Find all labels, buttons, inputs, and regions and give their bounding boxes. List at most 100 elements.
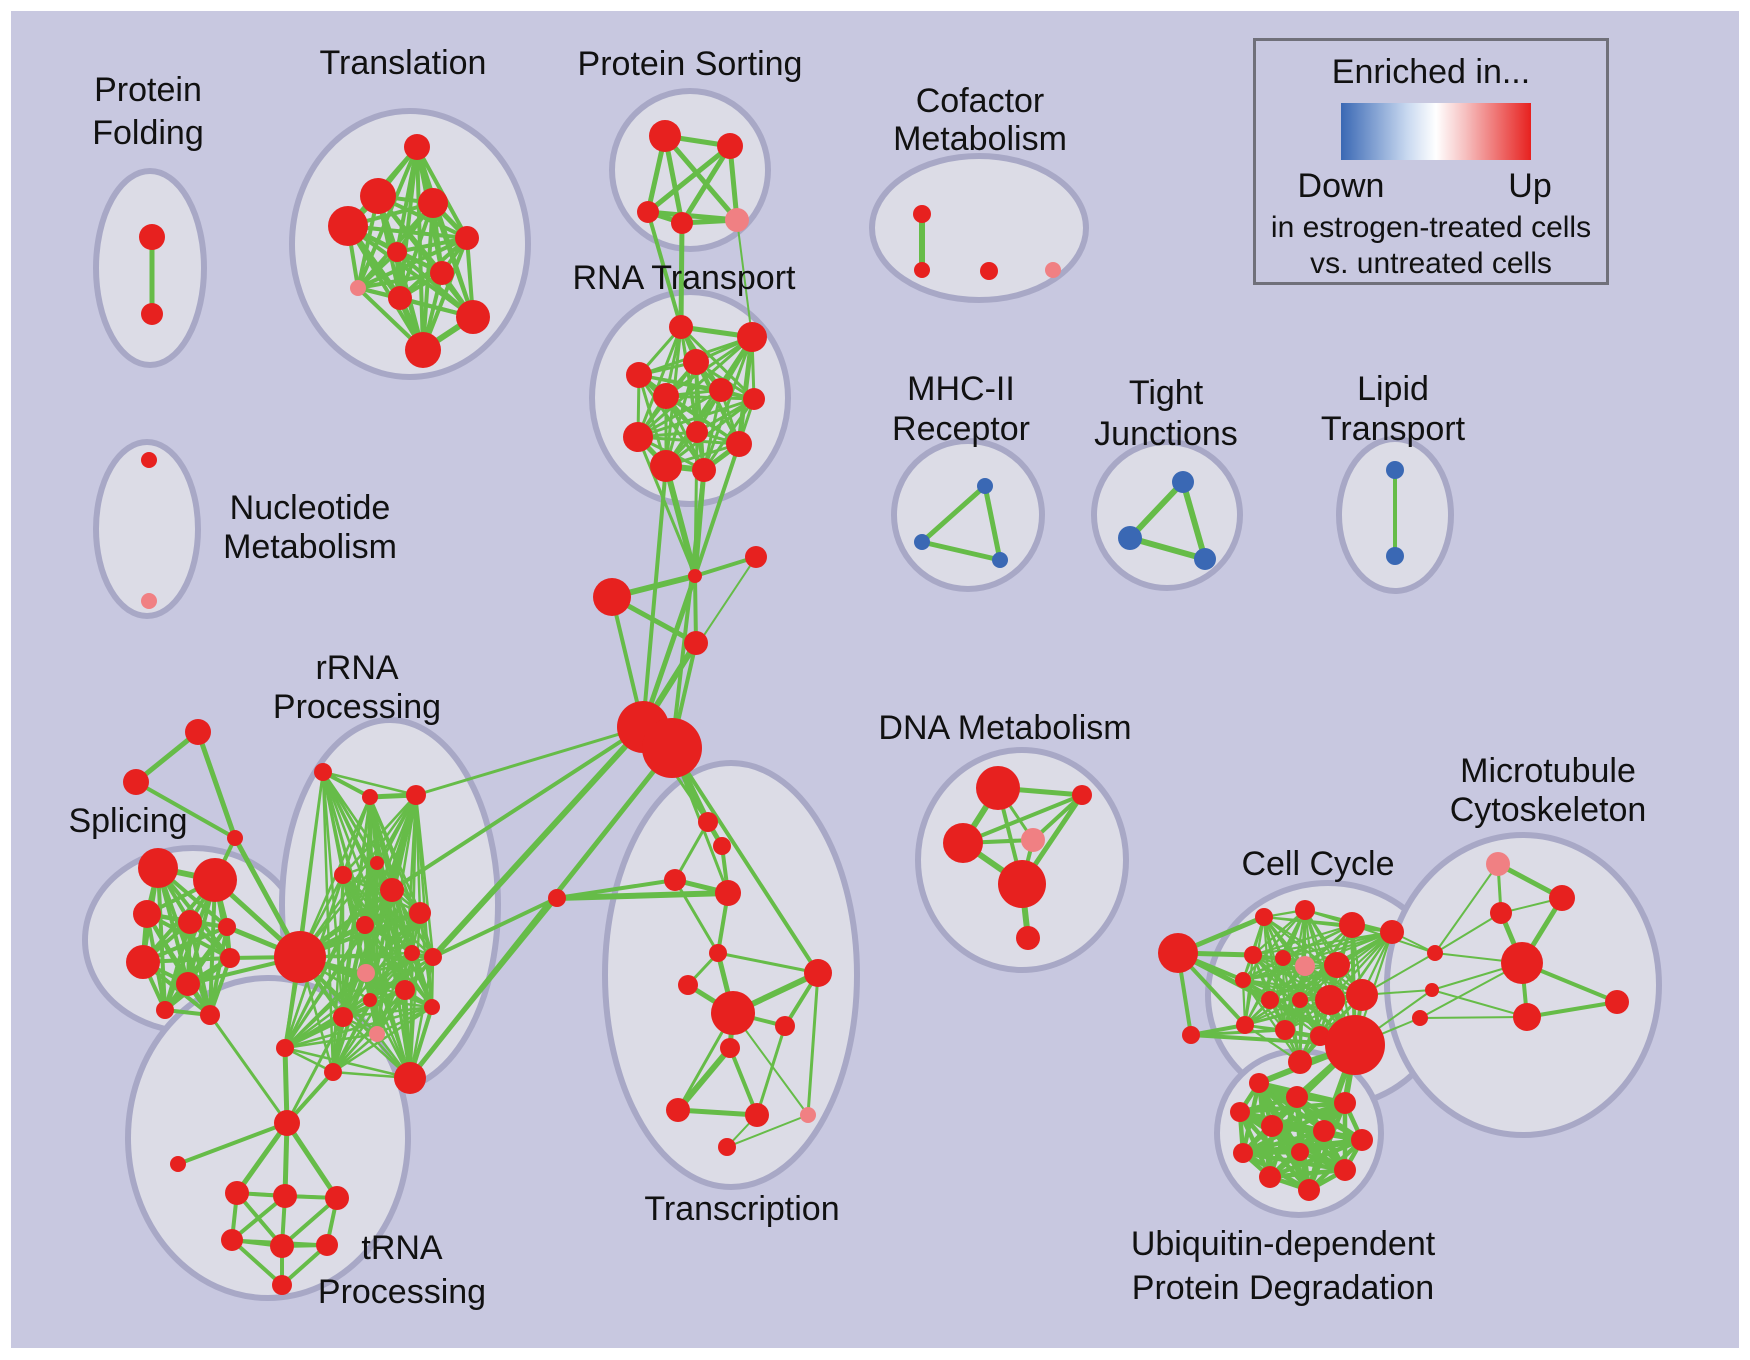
network-edge (637, 373, 706, 472)
network-edge (675, 1107, 760, 1118)
network-edge (283, 1015, 345, 1050)
network-edge (1328, 930, 1394, 1002)
network-edge (693, 442, 741, 578)
network-edge (636, 388, 723, 439)
cell_cycle-node (1295, 956, 1315, 976)
network-edge (390, 793, 418, 892)
cell_cycle-node (1315, 985, 1345, 1015)
transcription-node (548, 889, 566, 907)
transcription-ellipse (602, 760, 860, 1190)
network-edge (1241, 908, 1307, 982)
transcription-node (800, 1107, 816, 1123)
microtubule-node (1605, 990, 1629, 1014)
translation-node (405, 332, 441, 368)
cofactor-label: Cofactor Metabolism (893, 82, 1067, 158)
network-edge (408, 896, 559, 1080)
network-edge (662, 133, 740, 223)
conn-node (642, 718, 702, 778)
rrna-node (314, 763, 332, 781)
network-edge (678, 220, 685, 330)
cc_sat-node (1158, 933, 1198, 973)
tight-node (1118, 526, 1142, 550)
network-edge (663, 463, 698, 579)
network-edge (1127, 479, 1186, 541)
cofactor-node (913, 205, 931, 223)
microtubule-node (1513, 1003, 1541, 1031)
cofactor-node (1045, 262, 1061, 278)
mhc-node (914, 534, 930, 550)
ubiquitin-node (1249, 1073, 1269, 1093)
tight-node (1172, 471, 1194, 493)
network-edge (234, 1120, 290, 1196)
transcription-node (715, 880, 741, 906)
microtubule-node (1412, 1010, 1428, 1026)
translation-node (455, 226, 479, 250)
network-edge (331, 1032, 379, 1074)
nucleotide-ellipse (93, 439, 201, 619)
nucleotide-node (141, 593, 157, 609)
splicing-node (218, 918, 236, 936)
network-edge (636, 397, 756, 439)
network-edge (726, 1114, 809, 1148)
cell_cycle-node (1325, 1015, 1385, 1075)
rrna-node (363, 993, 377, 1007)
ubiquitin-node (1261, 1115, 1283, 1137)
protein_sorting-node (671, 212, 693, 234)
network-edge (961, 793, 1084, 845)
rna_transport-node (737, 322, 767, 352)
splicing-node (138, 848, 178, 888)
lipid-node (1386, 461, 1404, 479)
network-edge (1262, 915, 1394, 934)
ubiquitin-node (1259, 1166, 1281, 1188)
rrna-label: rRNA Processing (273, 649, 441, 726)
cell_cycle-node (1288, 1050, 1312, 1074)
network-edge (554, 890, 731, 901)
transcription-node (678, 975, 698, 995)
network-edge (675, 1045, 733, 1113)
network-edge (298, 955, 412, 1080)
rna_transport-node (669, 315, 693, 339)
transcription-node (745, 1103, 769, 1127)
network-edge (1243, 998, 1302, 1027)
network-edge (646, 210, 683, 329)
network-edge (702, 335, 754, 472)
network-edge (1251, 930, 1394, 957)
network-edge (664, 397, 756, 468)
transcription-label: Transcription (644, 1190, 839, 1228)
rrna-node (424, 948, 442, 966)
transcription-node (718, 1138, 736, 1156)
splicing-node (220, 948, 240, 968)
rna_transport-node (623, 422, 653, 452)
cell_cycle-node (1292, 992, 1308, 1008)
conn-node (684, 631, 708, 655)
network-edge (1251, 908, 1307, 957)
cell_cycle-node (1255, 908, 1273, 926)
rna_transport-node (626, 362, 652, 388)
network-edge (670, 468, 706, 750)
splicing-label: Splicing (68, 802, 187, 840)
translation-label: Translation (320, 44, 487, 82)
splicing-node (176, 972, 200, 996)
network-edge (408, 955, 435, 1080)
rrna-node (370, 856, 384, 870)
translation-node (388, 286, 412, 310)
transcription-node (666, 1098, 690, 1122)
splice_sat-node (185, 719, 211, 745)
ubiquitin-node (1291, 1143, 1309, 1161)
cell_cycle-node (1261, 991, 1279, 1009)
dna-node (1016, 926, 1040, 950)
network-edge (636, 325, 683, 439)
network-edge (728, 1046, 759, 1117)
protein_sorting-label: Protein Sorting (578, 45, 803, 83)
protein_sorting-node (649, 120, 681, 152)
rrna-node (394, 1062, 426, 1094)
network-edge (670, 746, 820, 975)
trna-node (270, 1234, 294, 1258)
network-edge (1281, 930, 1394, 960)
network-edge (368, 795, 412, 1080)
mhc-label: MHC-II Receptor (892, 370, 1030, 448)
network-edge (208, 956, 232, 1017)
rrna-node (409, 902, 431, 924)
translation-node (360, 178, 396, 214)
